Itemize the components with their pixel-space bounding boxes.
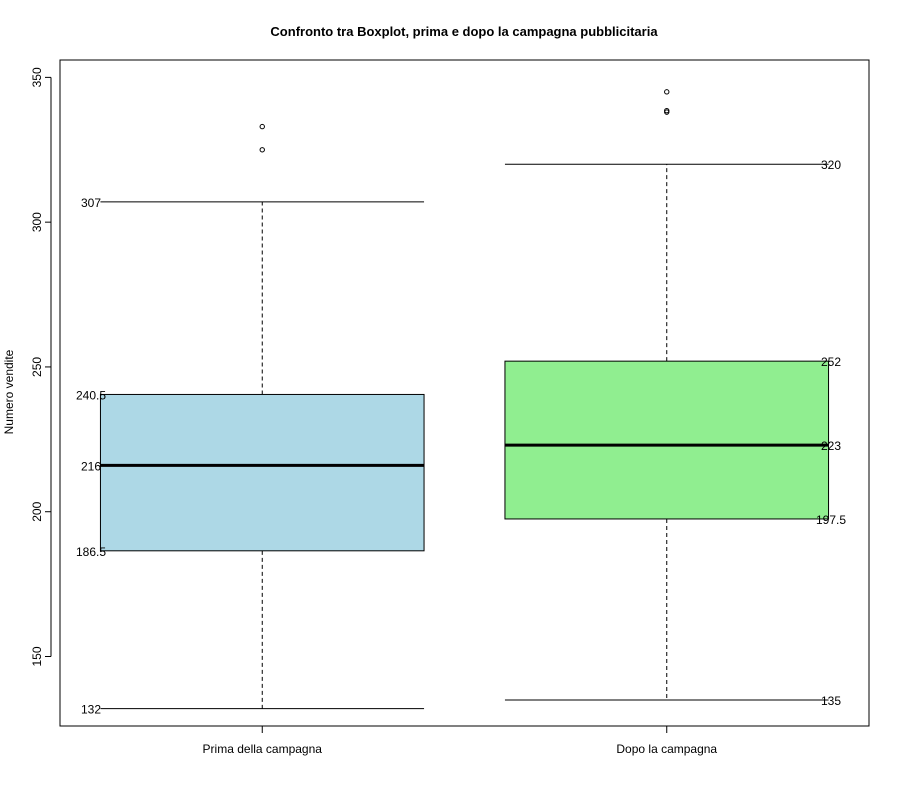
y-tick-label: 250 [30,357,44,377]
y-tick-label: 350 [30,67,44,87]
stat-label-whisker-high: 320 [821,158,841,172]
plot-frame [59,59,870,727]
boxplot-prima: 307 240.5 216 186.5 132 [76,123,425,717]
x-tick-label: Prima della campagna [203,742,323,756]
stat-label-median: 223 [821,439,841,453]
outlier-point [664,89,670,95]
stat-label-q1: 197.5 [816,513,846,527]
y-axis-label: Numero vendite [2,349,16,434]
y-tick-label: 200 [30,501,44,521]
stat-label-q1: 186.5 [76,545,106,559]
y-axis: 150 200 250 300 350 [30,67,52,667]
iqr-box [504,360,830,520]
y-tick-label: 150 [30,646,44,666]
boxes: 307 240.5 216 186.5 132 320 252 223 197.5 135 [76,89,846,717]
stat-label-median: 216 [81,459,101,473]
iqr-box [99,393,425,552]
x-tick-label: Dopo la campagna [616,742,717,756]
chart-title: Confronto tra Boxplot, prima e dopo la c… [270,24,658,39]
x-axis: Prima della campagna Dopo la campagna [203,726,717,756]
stat-label-q3: 240.5 [76,388,106,402]
boxplot-dopo: 320 252 223 197.5 135 [504,89,846,708]
stat-label-whisker-high: 307 [81,196,101,210]
outlier-point [664,107,670,114]
stat-label-whisker-low: 132 [81,703,101,717]
outlier-point [259,123,265,130]
stat-label-q3: 252 [821,355,841,369]
y-tick-label: 300 [30,212,44,232]
stat-label-whisker-low: 135 [821,694,841,708]
outlier-point [259,147,265,153]
